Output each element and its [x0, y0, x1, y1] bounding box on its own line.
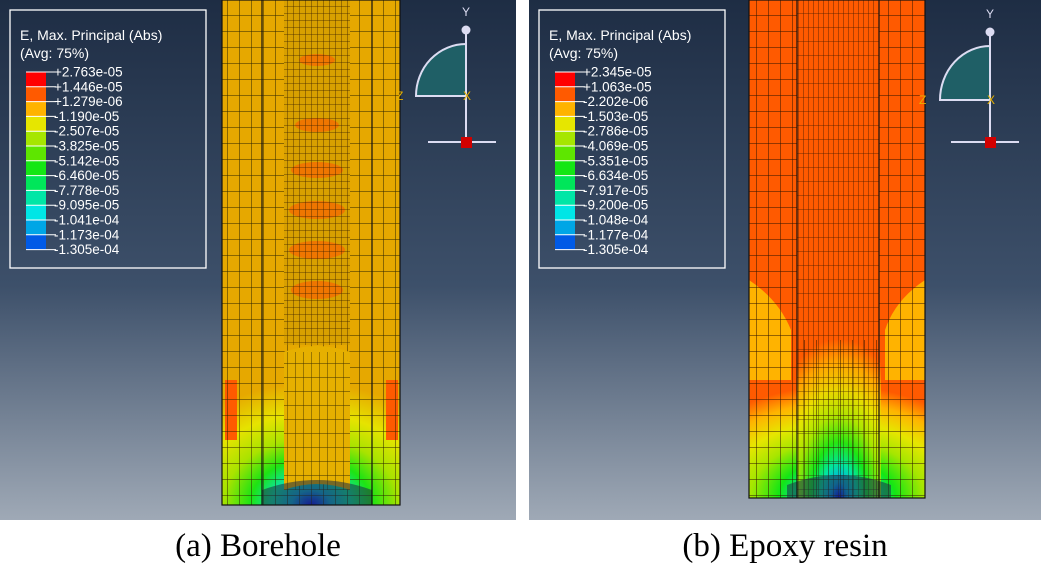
legend-value-label: -1.190e-05 — [54, 109, 119, 124]
triad-y-label: Y — [986, 7, 994, 21]
legend-value-label: -5.142e-05 — [54, 153, 119, 168]
legend-swatch — [555, 146, 575, 161]
legend-value-label: +1.279e-06 — [54, 94, 123, 109]
borehole-model — [221, 0, 401, 506]
legend-value-label: +2.763e-05 — [54, 65, 123, 80]
caption-epoxy-resin: (b) Epoxy resin — [682, 528, 888, 564]
legend-swatch — [555, 190, 575, 206]
legend-value-label: -1.041e-04 — [54, 213, 120, 228]
legend-value-label: -6.460e-05 — [54, 168, 119, 183]
legend-swatch — [555, 175, 575, 191]
legend-swatch — [26, 190, 46, 206]
legend-value-label: -9.200e-05 — [583, 198, 648, 213]
legend-swatch — [555, 72, 575, 87]
epoxy-model — [748, 0, 926, 499]
panel-epoxy-resin: E, Max. Principal (Abs) (Avg: 75%) +2.34… — [529, 0, 1041, 520]
triad-y-label: Y — [462, 5, 470, 19]
axis-triad: Y Z X — [919, 7, 1019, 148]
legend-value-label: -9.095e-05 — [54, 198, 119, 213]
legend-value-label: -1.305e-04 — [54, 242, 120, 257]
legend-value-label: +1.063e-05 — [583, 79, 652, 94]
legend-subtitle: (Avg: 75%) — [549, 45, 618, 61]
legend-value-label: -1.305e-04 — [583, 242, 649, 257]
legend-value-label: -6.634e-05 — [583, 168, 648, 183]
legend-swatch — [26, 116, 46, 132]
legend-swatch — [555, 86, 575, 102]
legend-value-label: -7.778e-05 — [54, 183, 119, 198]
legend-value-label: -2.507e-05 — [54, 124, 119, 139]
legend-swatch — [555, 234, 575, 250]
triad-x-label: X — [987, 93, 995, 107]
panel-borehole: E, Max. Principal (Abs) (Avg: 75%) +2.76… — [0, 0, 516, 520]
axis-triad: Y Z X — [396, 5, 496, 148]
legend-swatch — [26, 131, 46, 146]
legend-box: E, Max. Principal (Abs) (Avg: 75%) +2.76… — [9, 9, 207, 269]
legend-value-label: -7.917e-05 — [583, 183, 648, 198]
legend-swatch — [555, 205, 575, 220]
legend-value-label: -1.177e-04 — [583, 227, 649, 242]
legend-value-label: -2.202e-06 — [583, 94, 648, 109]
legend-value-label: +1.446e-05 — [54, 79, 123, 94]
legend-value-label: -4.069e-05 — [583, 139, 648, 154]
legend-value-label: -3.825e-05 — [54, 139, 119, 154]
legend-title: E, Max. Principal (Abs) — [549, 27, 691, 43]
legend-swatch — [555, 160, 575, 176]
legend-swatch — [555, 131, 575, 146]
legend-swatch — [26, 146, 46, 161]
legend-box: E, Max. Principal (Abs) (Avg: 75%) +2.34… — [538, 9, 726, 269]
legend-value-label: +2.345e-05 — [583, 65, 652, 80]
legend-value-label: -5.351e-05 — [583, 153, 648, 168]
legend-swatch — [555, 116, 575, 132]
triad-z-label: Z — [396, 89, 403, 103]
legend-swatch — [26, 234, 46, 250]
legend-swatch — [26, 175, 46, 191]
triad-x-label: X — [463, 89, 471, 103]
legend-swatch — [26, 160, 46, 176]
legend-swatch — [555, 101, 575, 117]
legend-swatch — [26, 72, 46, 87]
legend-subtitle: (Avg: 75%) — [20, 45, 89, 61]
legend-scale: +2.763e-05+1.446e-05+1.279e-06-1.190e-05… — [26, 65, 123, 257]
legend-swatch — [555, 220, 575, 235]
legend-value-label: -1.503e-05 — [583, 109, 648, 124]
caption-borehole: (a) Borehole — [175, 528, 341, 564]
legend-swatch — [26, 86, 46, 102]
legend-value-label: -1.173e-04 — [54, 227, 120, 242]
legend-value-label: -2.786e-05 — [583, 124, 648, 139]
legend-swatch — [26, 220, 46, 235]
legend-swatch — [26, 101, 46, 117]
legend-value-label: -1.048e-04 — [583, 213, 649, 228]
triad-z-label: Z — [919, 93, 926, 107]
legend-title: E, Max. Principal (Abs) — [20, 27, 162, 43]
legend-swatch — [26, 205, 46, 220]
legend-scale: +2.345e-05+1.063e-05-2.202e-06-1.503e-05… — [555, 65, 652, 257]
